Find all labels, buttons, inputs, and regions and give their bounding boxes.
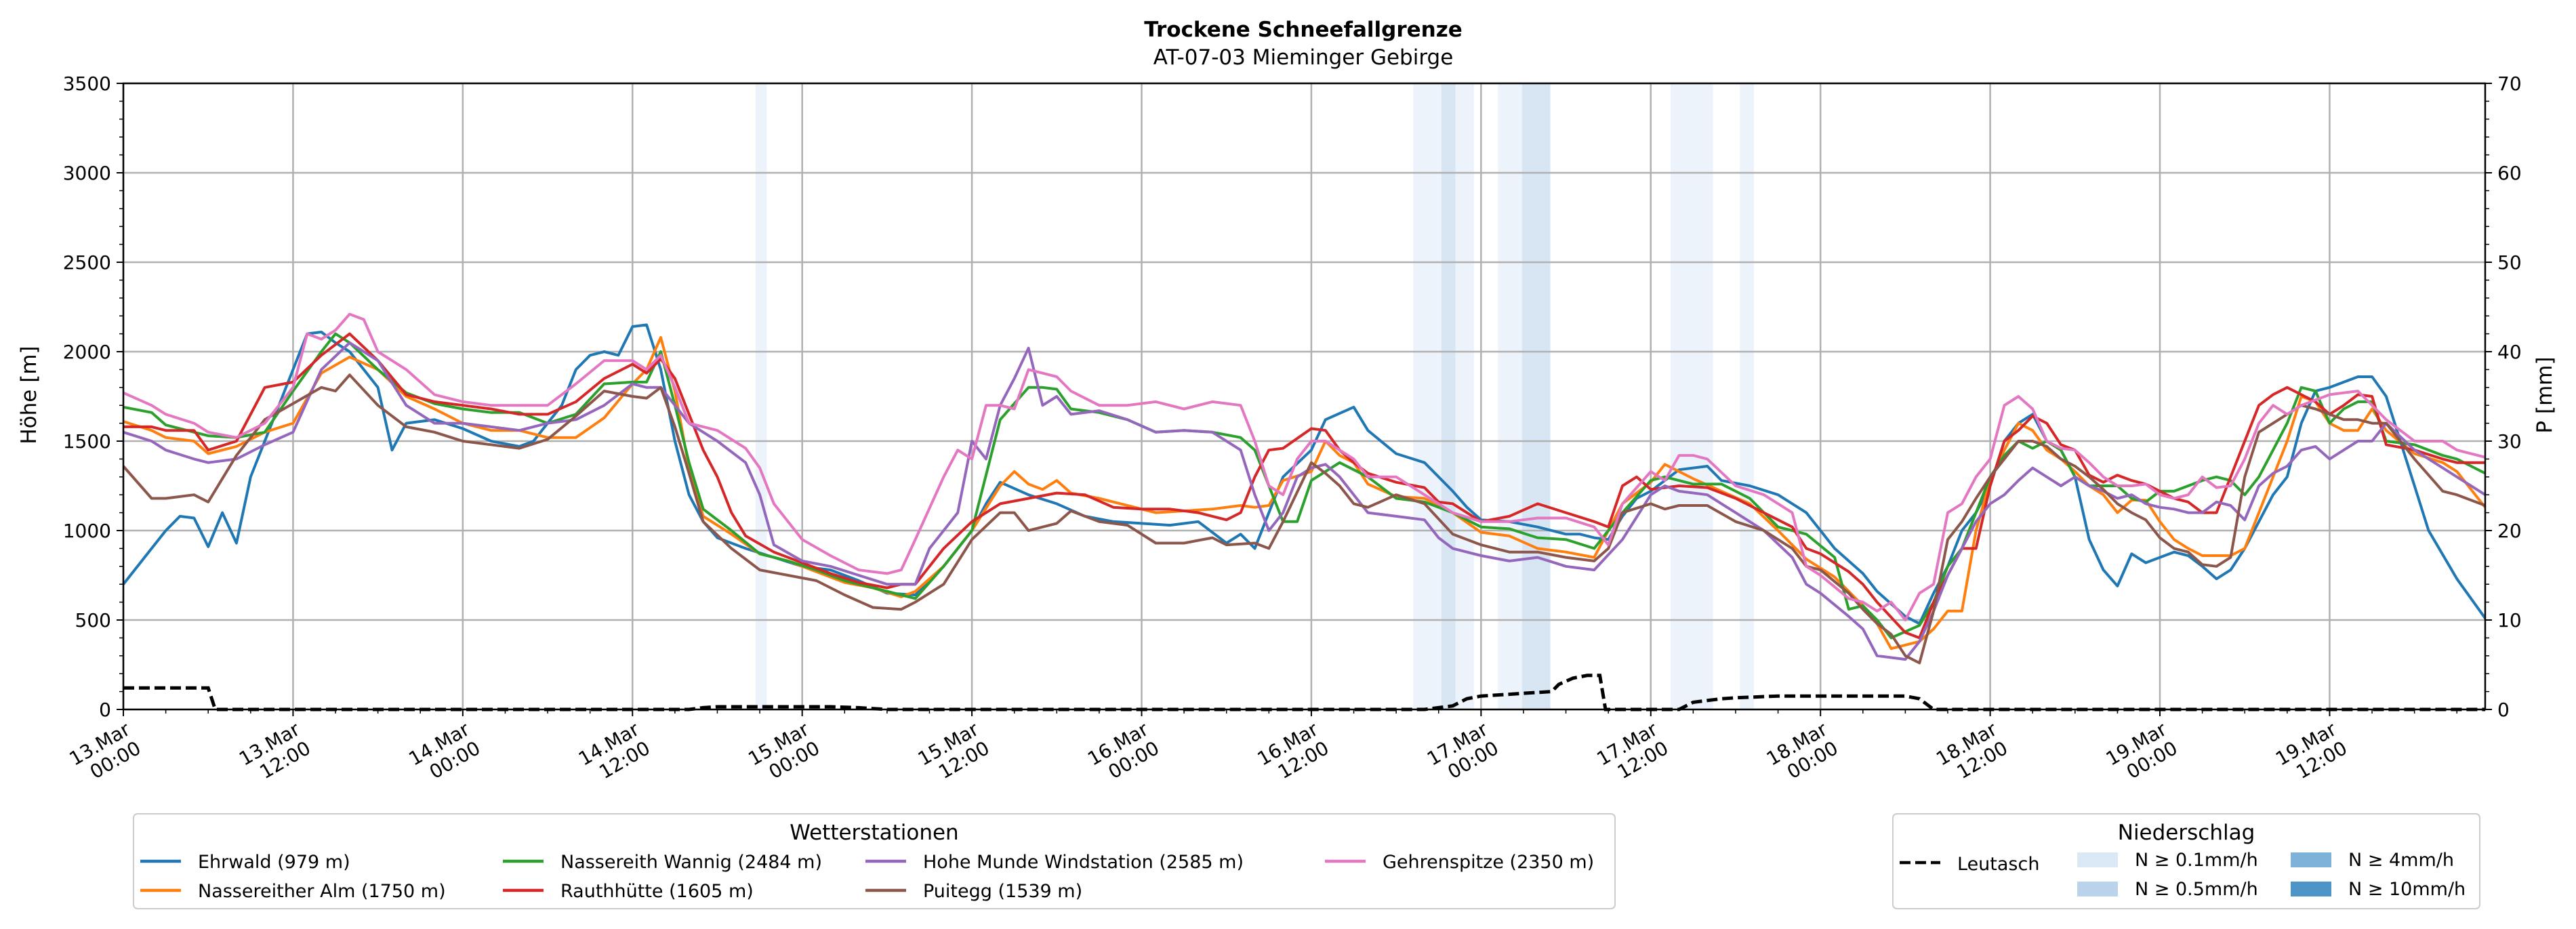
series-line-6 (123, 312, 2486, 621)
y-tick-label-6: 3000 (63, 162, 111, 184)
precip-legend-swatch-1 (2077, 882, 2118, 896)
station-legend-label-6: Gehrenspitze (2350 m) (1383, 852, 1594, 873)
precip-band-6 (1670, 83, 1713, 709)
precip-band-1 (1413, 83, 1442, 709)
precip-band-5 (1521, 83, 1551, 709)
station-series (122, 312, 2487, 665)
series-line-0 (122, 323, 2487, 625)
plot-frame (122, 82, 2487, 711)
y-tick-label-5: 2500 (63, 251, 111, 274)
precip-band-0 (755, 83, 767, 709)
precip-band-2 (1441, 83, 1456, 709)
precip-band-3 (1455, 83, 1474, 709)
station-legend-label-1: Nassereither Alm (1750 m) (198, 881, 446, 902)
precip-legend-label-0: N ≥ 0.1mm/h (2135, 850, 2258, 871)
precip-band-7 (1740, 83, 1755, 709)
y2-tick-label-2: 20 (2497, 520, 2522, 542)
y2-tick-label-0: 0 (2497, 699, 2510, 721)
station-legend-label-4: Hohe Munde Windstation (2585 m) (923, 852, 1244, 873)
precip-legend-station: Leutasch (1957, 854, 2039, 875)
y2-tick-label-7: 70 (2497, 73, 2522, 95)
chart-title: Trockene Schneefallgrenze (1144, 18, 1463, 42)
y-tick-label-1: 500 (75, 609, 111, 632)
y2-tick-label-6: 60 (2497, 162, 2522, 184)
y-tick-label-0: 0 (99, 699, 111, 721)
precip-legend-swatch-3 (2291, 882, 2331, 896)
station-legend-label-0: Ehrwald (979 m) (198, 852, 350, 873)
station-legend: Wetterstationen Ehrwald (979 m) Nassereit… (133, 813, 1616, 909)
precip-legend-swatch-2 (2291, 852, 2331, 867)
series-line-3 (123, 332, 2485, 640)
precipitation-bands (755, 83, 1755, 709)
y-axis-label: Höhe [m] (17, 346, 41, 444)
station-legend-label-2: Nassereith Wannig (2484 m) (560, 852, 822, 873)
precip-band-4 (1498, 83, 1522, 709)
station-legend-title: Wetterstationen (790, 821, 958, 845)
precip-line (123, 674, 2485, 711)
y2-tick-label-1: 10 (2497, 609, 2522, 632)
y2-axis-label: P [mm] (2533, 356, 2557, 433)
y-tick-label-3: 1500 (63, 430, 111, 453)
precip-legend-label-3: N ≥ 10mm/h (2348, 879, 2466, 900)
y2-tick-label-4: 40 (2497, 341, 2522, 363)
precip-legend-label-1: N ≥ 0.5mm/h (2135, 879, 2258, 900)
y-tick-label-2: 1000 (63, 520, 111, 542)
precip-legend: Niederschlag Leutasch N ≥ 0.1mm/h N ≥ 0.5… (1892, 813, 2480, 909)
precipitation-series (123, 674, 2485, 711)
precip-legend-box (1892, 813, 2480, 909)
y2-tick-label-3: 30 (2497, 430, 2522, 453)
y-tick-label-7: 3500 (63, 73, 111, 95)
series-line-4 (123, 341, 2487, 661)
precip-legend-label-2: N ≥ 4mm/h (2348, 850, 2454, 871)
precip-legend-swatch-0 (2077, 852, 2118, 867)
y2-tick-label-5: 50 (2497, 251, 2522, 274)
chart-subtitle: AT-07-03 Mieminger Gebirge (1153, 45, 1454, 70)
station-legend-label-5: Puitegg (1539 m) (923, 881, 1082, 902)
y-tick-label-4: 2000 (63, 341, 111, 363)
series-line-5 (122, 373, 2486, 665)
station-legend-label-3: Rauthhütte (1605 m) (560, 881, 754, 902)
precip-legend-title: Niederschlag (2118, 821, 2255, 845)
